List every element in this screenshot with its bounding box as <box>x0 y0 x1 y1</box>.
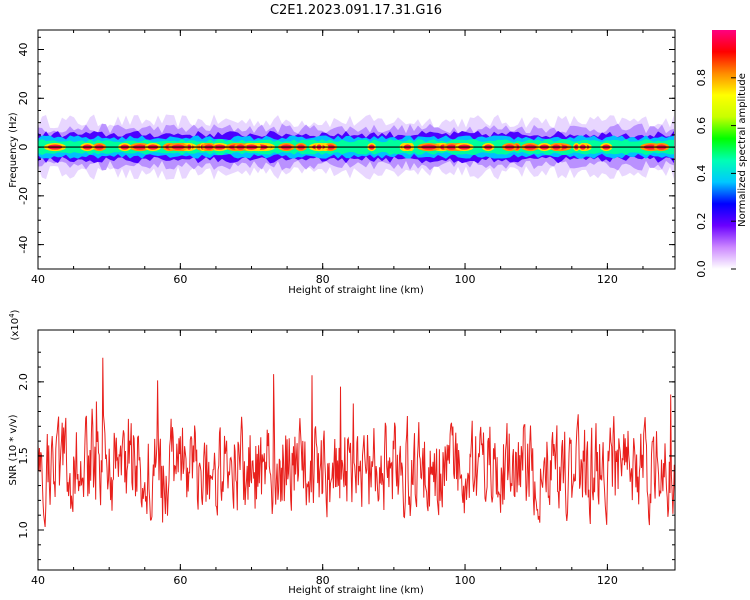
spectrogram-panel: 40 60 80 100 120 -40 -20 0 20 40 Height of strai… <box>8 29 676 296</box>
x-tick-label: 60 <box>173 574 187 587</box>
snr-x-ticks: 40 60 80 100 120 <box>31 330 644 587</box>
x-tick-label: 80 <box>316 574 330 587</box>
y-tick-label: 1.0 <box>17 521 30 539</box>
y-tick-label: -20 <box>17 187 30 205</box>
colorbar: 0.0 0.2 0.4 0.6 0.8 Normalized spectral ampl… <box>695 30 748 278</box>
colorbar-tick-label: 0.0 <box>695 260 708 278</box>
colorbar-tick-label: 0.4 <box>695 165 708 183</box>
y-tick-label: 20 <box>17 91 30 105</box>
x-tick-label: 40 <box>31 273 45 286</box>
spectrogram-x-axis-label: Height of straight line (km) <box>288 285 424 296</box>
snr-y-axis-label: SNR (10 * v/v) <box>8 414 19 485</box>
x-tick-label: 120 <box>597 574 618 587</box>
colorbar-tick-label: 0.2 <box>695 212 708 230</box>
spectrogram-frame <box>37 29 676 270</box>
colorbar-tick-label: 0.6 <box>695 117 708 135</box>
y-tick-label: 2.0 <box>17 373 30 391</box>
x-tick-label: 40 <box>31 574 45 587</box>
y-tick-label: -40 <box>17 236 30 254</box>
spectrogram-x-ticks: 40 60 80 100 120 <box>31 30 644 286</box>
spectrogram-y-axis-label: Frequency (Hz) <box>8 112 19 188</box>
y-tick-label: 1.5 <box>17 447 30 465</box>
y-tick-label: 0 <box>17 144 30 151</box>
snr-panel: 40 60 80 100 120 1.0 1.5 2.0 Height of straigh… <box>8 309 676 596</box>
x-tick-label: 80 <box>316 273 330 286</box>
snr-series-line <box>38 357 675 528</box>
x-tick-label: 100 <box>455 273 476 286</box>
y-tick-label: 40 <box>17 43 30 57</box>
colorbar-ticks: 0.0 0.2 0.4 0.6 0.8 <box>695 69 736 278</box>
x-tick-label: 100 <box>455 574 476 587</box>
spectrogram-band <box>38 114 675 180</box>
snr-y-ticks: 1.0 1.5 2.0 <box>17 351 675 561</box>
snr-y-scale-label: (x104) <box>8 309 21 340</box>
figure-title: C2E1.2023.091.17.31.G16 <box>270 3 442 18</box>
snr-frame <box>37 329 676 571</box>
snr-x-axis-label: Height of straight line (km) <box>288 585 424 596</box>
colorbar-tick-label: 0.8 <box>695 69 708 87</box>
spectrogram-y-ticks: -40 -20 0 20 40 <box>17 36 675 270</box>
colorbar-gradient <box>712 30 736 269</box>
colorbar-label: Normalized spectral amplitude <box>737 73 748 227</box>
x-tick-label: 120 <box>597 273 618 286</box>
x-tick-label: 60 <box>173 273 187 286</box>
